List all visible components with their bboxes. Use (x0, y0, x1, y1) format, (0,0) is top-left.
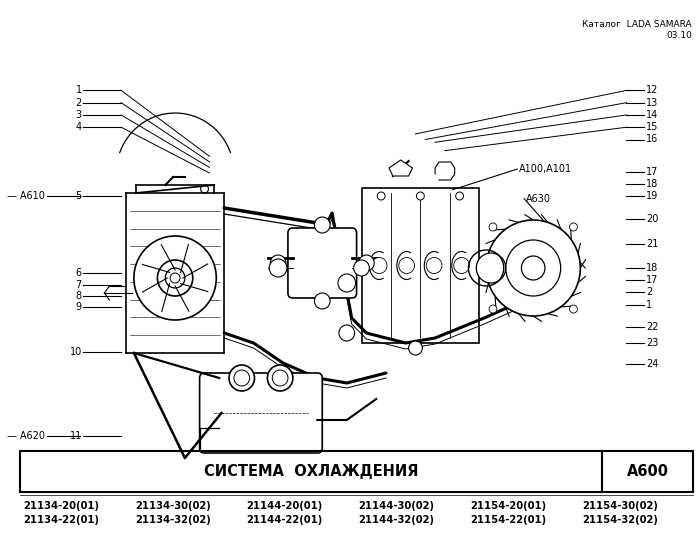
Circle shape (314, 293, 330, 309)
Text: 17: 17 (646, 275, 659, 285)
Text: 23: 23 (646, 338, 659, 348)
Circle shape (409, 341, 422, 355)
Text: А630: А630 (526, 194, 551, 204)
Text: 22: 22 (646, 322, 659, 332)
Circle shape (371, 257, 387, 273)
Text: 21144-22(01): 21144-22(01) (246, 515, 323, 525)
Circle shape (234, 370, 250, 386)
Text: 19: 19 (646, 191, 658, 201)
Circle shape (229, 365, 255, 391)
Circle shape (314, 217, 330, 233)
Text: 21134-32(02): 21134-32(02) (136, 515, 211, 525)
Text: 21154-22(01): 21154-22(01) (470, 515, 546, 525)
Text: 21134-22(01): 21134-22(01) (24, 515, 99, 525)
Text: 1: 1 (76, 85, 82, 95)
Circle shape (339, 325, 355, 341)
Text: 12: 12 (646, 85, 659, 95)
Text: 7: 7 (76, 280, 82, 290)
FancyBboxPatch shape (288, 228, 356, 298)
Text: А100,А101: А100,А101 (519, 164, 572, 174)
Circle shape (570, 223, 578, 231)
Text: 21134-20(01): 21134-20(01) (24, 501, 99, 511)
Text: 11: 11 (69, 431, 82, 441)
Text: 8: 8 (76, 291, 82, 301)
Text: 21154-32(02): 21154-32(02) (582, 515, 658, 525)
Circle shape (201, 185, 209, 193)
Text: 2: 2 (646, 287, 652, 297)
Text: 3: 3 (76, 110, 82, 120)
Text: 9: 9 (76, 302, 82, 312)
Circle shape (272, 370, 288, 386)
Text: 6: 6 (76, 268, 82, 278)
Circle shape (165, 268, 185, 288)
Text: 18: 18 (646, 179, 658, 189)
Text: 21144-30(02): 21144-30(02) (358, 501, 435, 511)
Circle shape (267, 365, 293, 391)
Text: 14: 14 (646, 110, 658, 120)
Circle shape (489, 223, 497, 231)
Circle shape (270, 255, 286, 271)
Text: — А620: — А620 (6, 431, 45, 441)
Circle shape (522, 256, 545, 280)
Text: 03.10: 03.10 (666, 31, 692, 40)
Bar (361, 188, 480, 343)
Text: — А610: — А610 (7, 191, 45, 201)
Circle shape (426, 257, 442, 273)
Circle shape (338, 274, 356, 292)
Circle shape (270, 259, 287, 277)
Circle shape (158, 260, 192, 296)
Text: 5: 5 (76, 191, 82, 201)
Text: 21134-30(02): 21134-30(02) (136, 501, 211, 511)
FancyBboxPatch shape (199, 373, 322, 453)
Text: 2: 2 (76, 98, 82, 108)
Text: 4: 4 (76, 122, 82, 132)
Text: 21154-30(02): 21154-30(02) (582, 501, 658, 511)
Circle shape (476, 253, 505, 283)
Text: 15: 15 (646, 122, 659, 132)
Text: 20: 20 (646, 214, 659, 224)
Circle shape (377, 192, 385, 200)
Circle shape (358, 255, 375, 271)
Circle shape (456, 192, 463, 200)
Circle shape (454, 257, 470, 273)
Text: 24: 24 (646, 359, 659, 369)
Text: 1: 1 (646, 300, 652, 310)
Text: 21144-20(01): 21144-20(01) (246, 501, 323, 511)
Text: СИСТЕМА  ОХЛАЖДЕНИЯ: СИСТЕМА ОХЛАЖДЕНИЯ (204, 464, 419, 479)
Circle shape (486, 220, 580, 316)
Text: 10: 10 (69, 347, 82, 357)
Circle shape (399, 257, 414, 273)
Circle shape (416, 192, 424, 200)
Text: 18: 18 (646, 263, 658, 273)
Text: 13: 13 (646, 98, 658, 108)
Circle shape (354, 260, 370, 276)
Text: 16: 16 (646, 134, 658, 145)
Circle shape (170, 273, 180, 283)
Text: Каталог  LADA SAMARA: Каталог LADA SAMARA (582, 20, 692, 29)
Circle shape (134, 236, 216, 320)
Text: 21154-20(01): 21154-20(01) (470, 501, 546, 511)
Circle shape (505, 240, 561, 296)
Circle shape (489, 305, 497, 313)
Circle shape (570, 305, 578, 313)
Text: А600: А600 (626, 464, 668, 479)
Text: 17: 17 (646, 167, 659, 177)
Text: 21144-32(02): 21144-32(02) (358, 515, 435, 525)
Polygon shape (389, 160, 412, 176)
Text: 21: 21 (646, 239, 659, 249)
